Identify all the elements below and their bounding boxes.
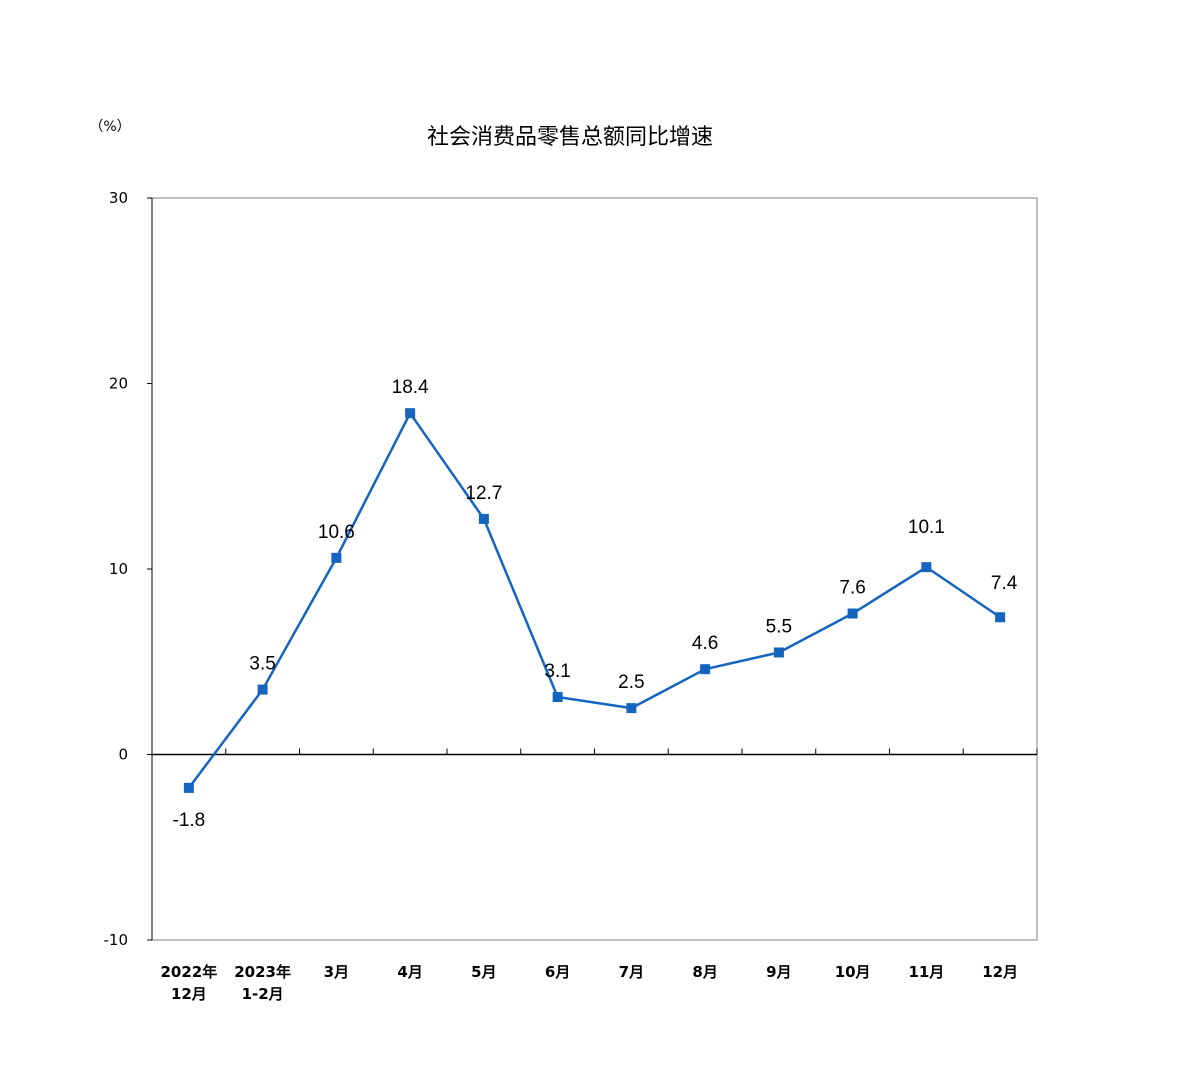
- data-label: 3.5: [249, 654, 275, 675]
- data-label: 7.6: [839, 578, 865, 599]
- x-tick-label: 7月: [619, 963, 644, 981]
- data-point-marker: [921, 562, 932, 573]
- x-tick-label: 11月: [908, 963, 944, 981]
- chart-title: 社会消费品零售总额同比增速: [427, 125, 713, 150]
- data-point-marker: [331, 552, 342, 563]
- data-label: 10.1: [908, 517, 945, 538]
- x-tick-label: 12月: [171, 985, 207, 1003]
- plot-frame: [151, 197, 1038, 941]
- data-point-marker: [183, 782, 194, 793]
- data-label: 3.1: [544, 661, 570, 682]
- data-point-marker: [773, 647, 784, 658]
- data-label: 7.4: [991, 573, 1018, 594]
- x-tick-label: 6月: [545, 963, 570, 981]
- x-axis: 2022年 12月 2023年 1-2月 3月 4月 5月 6月 7月 8月 9月 10月 11月 12月: [152, 748, 1038, 1003]
- y-unit-label: （%）: [89, 119, 130, 135]
- data-point-marker: [552, 691, 563, 702]
- data-point-marker: [700, 664, 711, 675]
- data-label: 10.6: [318, 522, 355, 543]
- x-tick-label: 2022年: [161, 963, 218, 981]
- x-tick-label: 12月: [982, 963, 1018, 981]
- data-point-marker: [995, 612, 1006, 623]
- x-tick-label: 2023年: [234, 963, 291, 981]
- data-labels: -1.8 3.5 10.6 18.4 12.7 3.1 2.5 4.6 5.5 7.6 10.1 7.…: [173, 377, 1018, 831]
- y-tick-label: 30: [109, 189, 128, 207]
- data-point-marker: [626, 703, 637, 714]
- y-tick-label: 10: [109, 560, 128, 578]
- data-label: 5.5: [766, 616, 792, 637]
- series-layer: [183, 408, 1006, 793]
- x-tick-label: 10月: [835, 963, 871, 981]
- y-tick-label: 0: [118, 746, 128, 764]
- x-tick-label: 3月: [324, 963, 349, 981]
- series-line: [187, 411, 1001, 789]
- x-tick-label: 4月: [397, 963, 422, 981]
- data-label: 18.4: [392, 377, 429, 398]
- data-label: 4.6: [692, 633, 718, 654]
- x-tick-label: 8月: [692, 963, 717, 981]
- y-tick-label: -10: [104, 931, 129, 949]
- data-label: 12.7: [465, 483, 502, 504]
- data-point-marker: [847, 608, 858, 619]
- data-point-marker: [257, 684, 268, 695]
- data-point-marker: [478, 513, 489, 524]
- data-label: -1.8: [173, 810, 206, 831]
- x-tick-label: 1-2月: [242, 985, 284, 1003]
- data-label: 2.5: [618, 672, 644, 693]
- y-tick-label: 20: [109, 375, 128, 393]
- x-tick-label: 9月: [766, 963, 791, 981]
- data-point-marker: [405, 408, 416, 419]
- x-tick-label: 5月: [471, 963, 496, 981]
- y-axis: 30 20 10 0 -10: [104, 189, 153, 949]
